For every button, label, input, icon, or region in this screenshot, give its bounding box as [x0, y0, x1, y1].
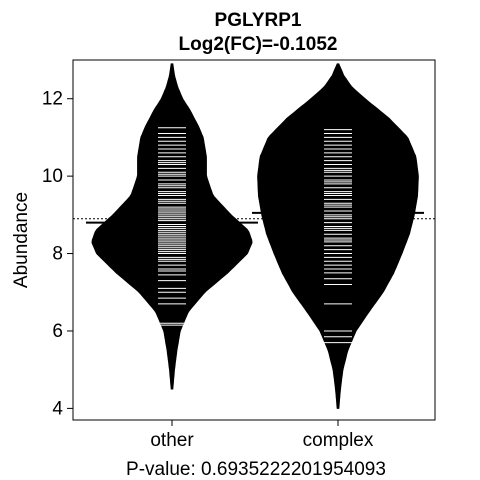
x-tick-label: other	[150, 430, 194, 451]
y-tick-label: 12	[42, 89, 63, 110]
y-tick-label: 4	[52, 398, 63, 419]
chart-subtitle: Log2(FC)=-0.1052	[179, 34, 338, 55]
y-axis: 4 6 8 10 12	[42, 89, 73, 419]
x-tick-label: complex	[303, 430, 374, 451]
y-axis-label: Abundance	[11, 192, 32, 288]
x-axis: other complex	[150, 420, 374, 451]
x-axis-label: P-value: 0.6935222201954093	[126, 459, 386, 480]
y-tick-label: 6	[52, 321, 63, 342]
bean-complex	[257, 63, 419, 409]
chart-title: PGLYRP1	[215, 10, 302, 31]
y-tick-label: 8	[52, 244, 63, 265]
plot-frame	[72, 59, 436, 421]
y-tick-label: 10	[42, 166, 63, 187]
beans-layer	[73, 63, 435, 409]
